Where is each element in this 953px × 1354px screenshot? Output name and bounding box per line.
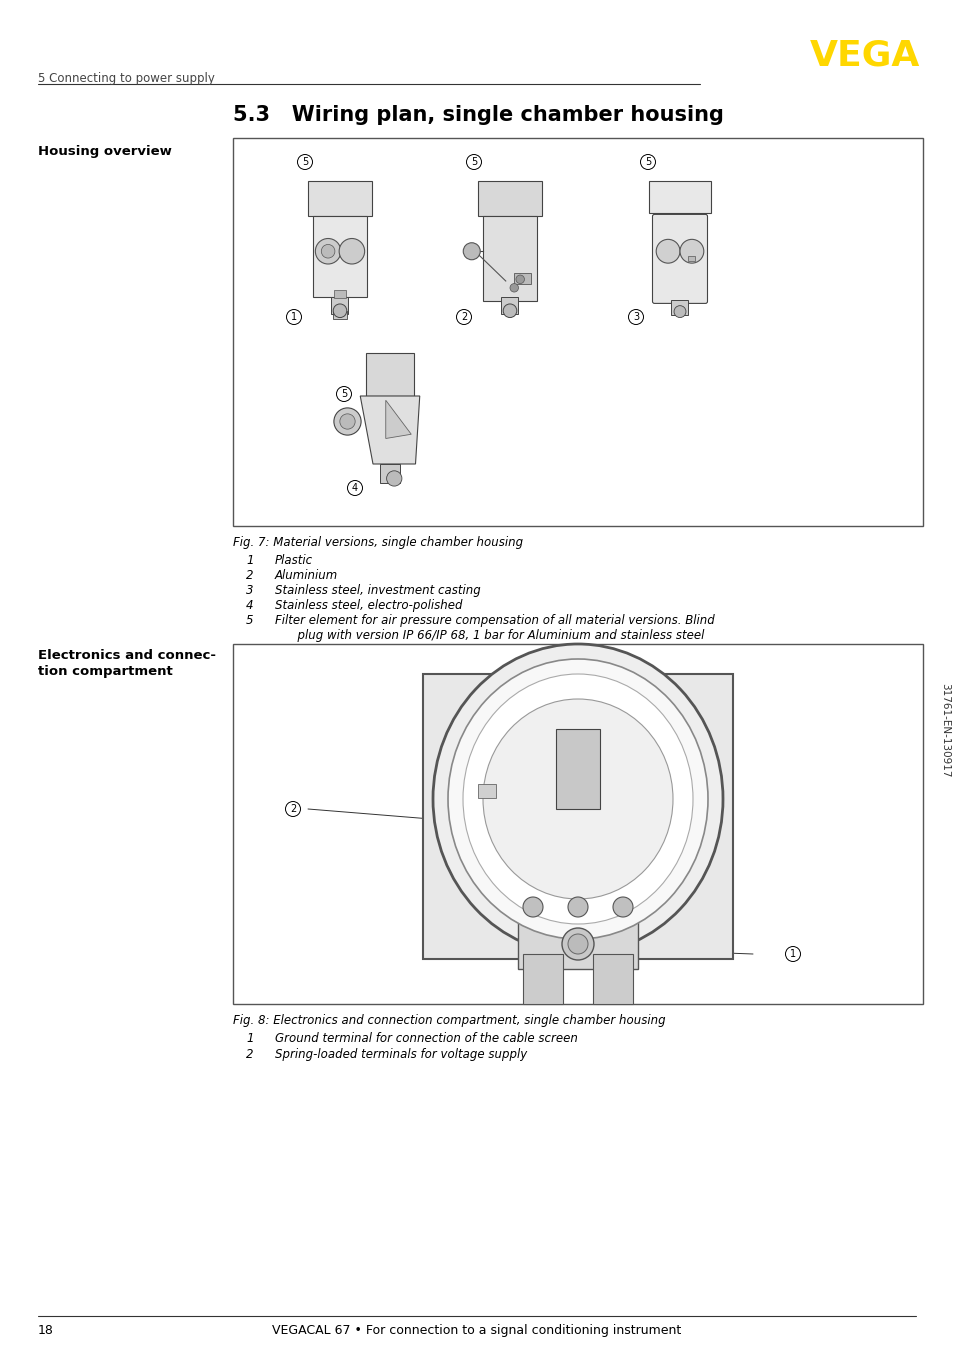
Text: Filter element for air pressure compensation of all material versions. Blind
   : Filter element for air pressure compensa…: [274, 613, 714, 642]
Ellipse shape: [482, 699, 672, 899]
Text: 2: 2: [246, 569, 253, 582]
Bar: [331, 297, 348, 314]
Text: tion compartment: tion compartment: [38, 665, 172, 678]
Circle shape: [510, 283, 518, 292]
Text: 5: 5: [301, 157, 308, 167]
FancyBboxPatch shape: [652, 214, 707, 303]
Text: 5.3   Wiring plan, single chamber housing: 5.3 Wiring plan, single chamber housing: [233, 106, 723, 125]
Ellipse shape: [462, 674, 692, 923]
Bar: [313, 217, 367, 297]
Text: Electronics and connec-: Electronics and connec-: [38, 649, 215, 662]
Bar: [688, 256, 695, 260]
Text: Plastic: Plastic: [274, 554, 313, 567]
Circle shape: [516, 275, 524, 283]
Text: 1: 1: [246, 1032, 253, 1045]
Circle shape: [339, 414, 355, 429]
Circle shape: [347, 481, 362, 496]
Bar: [334, 290, 346, 298]
Bar: [233, 645, 923, 1005]
Bar: [477, 180, 541, 217]
Ellipse shape: [433, 645, 722, 955]
Circle shape: [297, 154, 313, 169]
Circle shape: [466, 154, 481, 169]
Polygon shape: [360, 395, 419, 464]
Text: 5 Connecting to power supply: 5 Connecting to power supply: [38, 72, 214, 85]
Bar: [671, 299, 688, 315]
Circle shape: [333, 303, 347, 318]
Bar: [556, 728, 599, 808]
Text: +: +: [562, 714, 572, 724]
Text: 2: 2: [290, 804, 295, 814]
Text: Stainless steel, investment casting: Stainless steel, investment casting: [274, 584, 480, 597]
Text: VEGA: VEGA: [809, 38, 919, 72]
Circle shape: [321, 245, 335, 259]
Bar: [366, 353, 414, 395]
Bar: [514, 272, 531, 284]
Ellipse shape: [448, 659, 707, 940]
Bar: [593, 955, 633, 1005]
Circle shape: [456, 310, 471, 325]
Circle shape: [613, 896, 633, 917]
Text: 4: 4: [352, 483, 357, 493]
Text: 1: 1: [789, 949, 795, 959]
Text: 2: 2: [246, 1048, 253, 1062]
Circle shape: [656, 240, 679, 263]
Circle shape: [463, 242, 479, 260]
Text: Housing overview: Housing overview: [38, 145, 172, 158]
Bar: [333, 311, 347, 320]
Circle shape: [285, 802, 300, 816]
Circle shape: [502, 303, 517, 318]
Circle shape: [567, 896, 587, 917]
Text: 1: 1: [246, 554, 253, 567]
Text: 5: 5: [471, 157, 476, 167]
Bar: [522, 955, 562, 1005]
Circle shape: [286, 310, 301, 325]
Circle shape: [522, 896, 542, 917]
Bar: [233, 138, 923, 525]
Text: 1: 1: [291, 311, 296, 322]
Circle shape: [679, 240, 703, 263]
Text: 5: 5: [340, 389, 347, 399]
Text: 4: 4: [246, 598, 253, 612]
Text: Spring-loaded terminals for voltage supply: Spring-loaded terminals for voltage supp…: [274, 1048, 527, 1062]
Circle shape: [334, 408, 361, 435]
Text: Fig. 8: Electronics and connection compartment, single chamber housing: Fig. 8: Electronics and connection compa…: [233, 1014, 665, 1026]
Polygon shape: [385, 401, 411, 439]
Text: Ground terminal for connection of the cable screen: Ground terminal for connection of the ca…: [274, 1032, 578, 1045]
Bar: [517, 919, 638, 969]
Circle shape: [567, 934, 587, 955]
Text: 18: 18: [38, 1324, 53, 1336]
Bar: [501, 297, 518, 314]
Bar: [422, 674, 732, 959]
Bar: [649, 180, 710, 213]
Text: Aluminium: Aluminium: [274, 569, 338, 582]
Text: Fig. 7: Material versions, single chamber housing: Fig. 7: Material versions, single chambe…: [233, 536, 522, 548]
Text: 3: 3: [246, 584, 253, 597]
Bar: [477, 784, 496, 798]
Circle shape: [784, 946, 800, 961]
Text: 2: 2: [460, 311, 467, 322]
Text: 5: 5: [644, 157, 651, 167]
Circle shape: [339, 238, 364, 264]
Bar: [482, 217, 537, 302]
Circle shape: [674, 306, 685, 318]
Circle shape: [315, 238, 340, 264]
Text: 1: 1: [560, 804, 566, 812]
Text: −: −: [580, 714, 590, 724]
Circle shape: [336, 386, 351, 402]
Bar: [308, 180, 372, 217]
Circle shape: [628, 310, 643, 325]
Text: VEGACAL 67 • For connection to a signal conditioning instrument: VEGACAL 67 • For connection to a signal …: [273, 1324, 680, 1336]
Text: Stainless steel, electro-polished: Stainless steel, electro-polished: [274, 598, 462, 612]
Text: 5: 5: [246, 613, 253, 627]
Circle shape: [561, 927, 594, 960]
Bar: [379, 464, 399, 482]
Text: 31761-EN-130917: 31761-EN-130917: [939, 682, 949, 777]
Text: 2: 2: [583, 804, 588, 812]
Text: 3: 3: [632, 311, 639, 322]
Circle shape: [386, 471, 401, 486]
Circle shape: [639, 154, 655, 169]
